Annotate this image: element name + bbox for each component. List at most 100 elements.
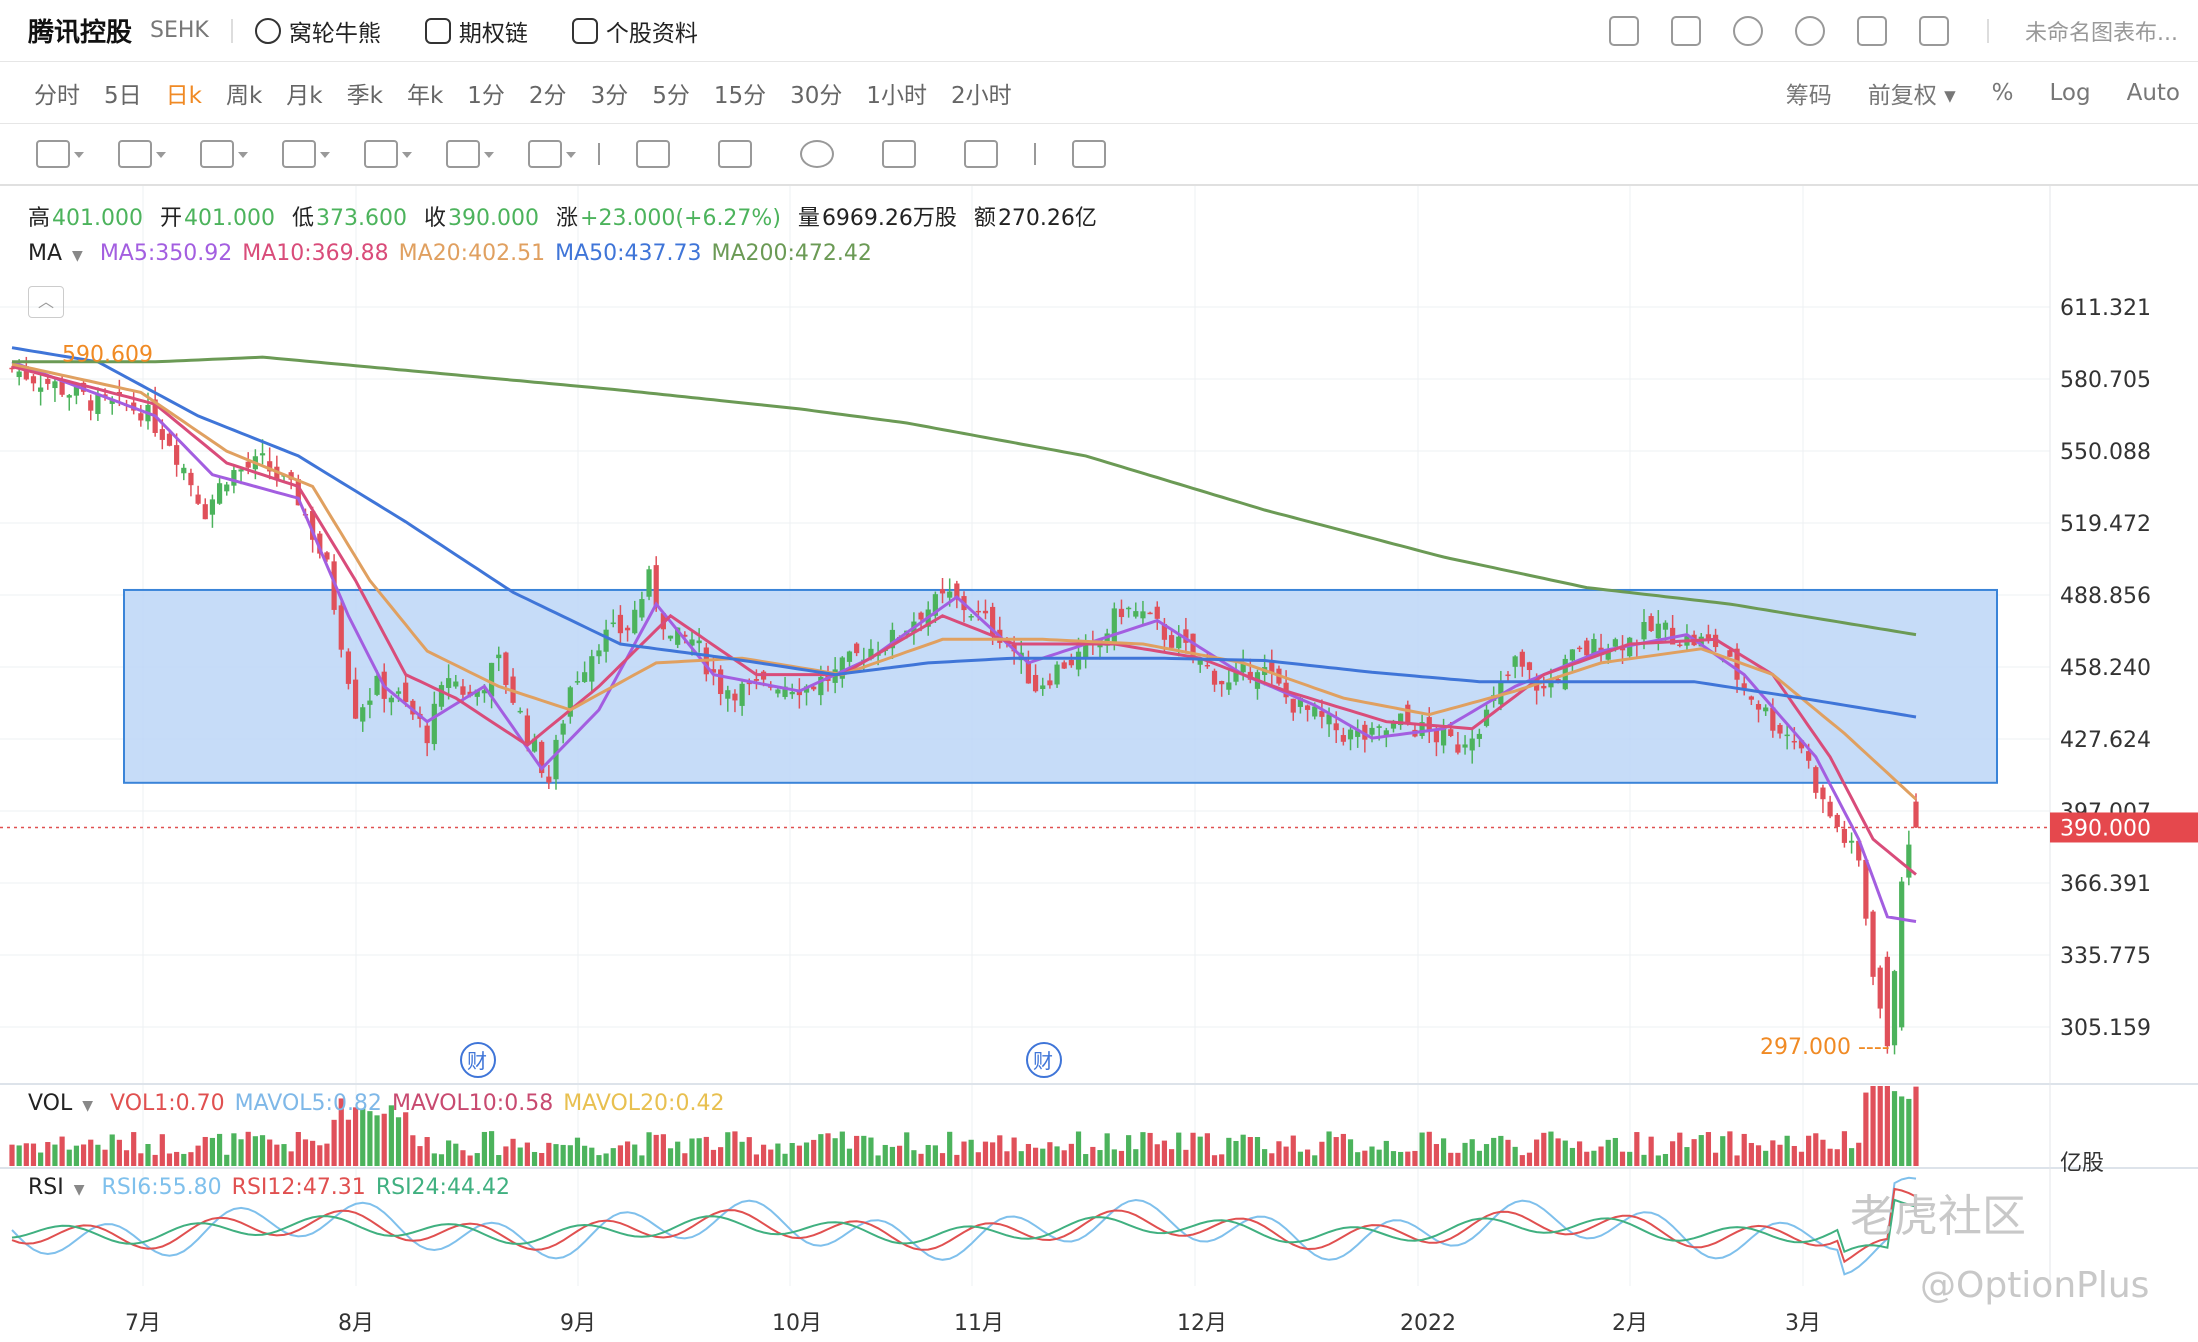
ma-legend-label[interactable]: MA	[28, 241, 63, 266]
trash-icon[interactable]	[1072, 140, 1106, 168]
volume-bar	[1118, 1150, 1125, 1166]
period-tab[interactable]: 月k	[286, 82, 323, 109]
volume-bar	[1820, 1139, 1826, 1166]
chevron-down-icon[interactable]: ▼	[73, 1182, 85, 1198]
volume-bar	[1283, 1146, 1289, 1166]
volume-bar	[1770, 1140, 1776, 1166]
period-tab[interactable]: 周k	[225, 82, 263, 109]
eye-icon[interactable]	[800, 140, 834, 168]
earnings-marker	[1026, 1042, 1062, 1078]
volume-bar	[789, 1142, 795, 1166]
legend-item: MA50:437.73	[555, 241, 702, 266]
candle-body	[789, 691, 795, 695]
text-tool-icon[interactable]	[528, 140, 576, 168]
volume-bar	[510, 1138, 516, 1166]
period-tab[interactable]: 5日	[104, 82, 142, 109]
log-button[interactable]: Log	[2049, 79, 2091, 106]
candle-body	[45, 378, 51, 384]
copy-icon[interactable]	[964, 140, 998, 168]
volume-bar	[1906, 1098, 1912, 1166]
chips-button[interactable]: 筹码	[1785, 82, 1832, 109]
fibonacci-icon[interactable]	[282, 140, 330, 168]
volume-bar	[1054, 1146, 1060, 1166]
period-tab[interactable]: 1分	[467, 82, 505, 109]
price-chart[interactable]: 611.321 580.705 550.088 519.472 488.856 458.2…	[0, 186, 2198, 1342]
chevron-down-icon[interactable]: ▼	[72, 248, 83, 264]
period-tab[interactable]: 30分	[790, 82, 843, 109]
vol-legend-label[interactable]: VOL	[28, 1091, 73, 1116]
period-tab[interactable]: 2分	[528, 82, 567, 109]
fullscreen-icon[interactable]	[1857, 15, 1888, 46]
volume-bar	[1834, 1149, 1840, 1166]
period-tab[interactable]: 5分	[652, 82, 690, 109]
volume-bar	[424, 1137, 430, 1166]
collapse-legend-button[interactable]: ︿	[28, 286, 64, 318]
magnet-icon[interactable]	[882, 140, 916, 168]
volume-bar	[460, 1150, 466, 1166]
period-tab[interactable]: 3分	[590, 82, 629, 109]
period-tab[interactable]: 季k	[346, 82, 383, 109]
candle-body	[1476, 733, 1482, 739]
chevron-down-icon[interactable]: ▼	[82, 1098, 94, 1114]
indicator-icon[interactable]	[1609, 15, 1640, 46]
period-tab[interactable]: 15分	[713, 82, 767, 109]
volume-bar	[603, 1153, 609, 1166]
candle-body	[138, 413, 144, 421]
volume-bar	[1104, 1133, 1110, 1166]
lock-icon[interactable]	[718, 140, 752, 168]
volume-bar	[660, 1134, 666, 1166]
percent-button[interactable]: %	[1991, 79, 2014, 106]
candle-body	[675, 627, 681, 645]
rsi-legend-label[interactable]: RSI	[28, 1175, 64, 1200]
undo-icon[interactable]	[1733, 15, 1764, 46]
volume-bar	[1018, 1151, 1024, 1166]
period-tab[interactable]: 日k	[165, 82, 202, 109]
volume-bar	[274, 1144, 280, 1166]
volume-bar	[710, 1149, 717, 1166]
pencil-icon[interactable]	[636, 140, 670, 168]
volume-bar	[1383, 1140, 1389, 1166]
candle-body	[188, 472, 194, 486]
trend-line-icon[interactable]	[36, 140, 84, 168]
volume-bar	[1891, 1091, 1898, 1166]
option-chain-link[interactable]: 期权链	[424, 14, 528, 48]
rectangle-icon[interactable]	[118, 140, 166, 168]
quote-legend: 高401.000 开401.000 低373.600 收390.000 涨+23…	[28, 206, 1097, 231]
volume-bar	[352, 1107, 359, 1166]
candle-body	[1526, 662, 1533, 671]
arrow-icon[interactable]	[364, 140, 412, 168]
volume-bar	[1619, 1151, 1626, 1166]
candle-body	[1075, 651, 1082, 670]
volume-bar	[1362, 1150, 1368, 1166]
period-tab[interactable]: 年k	[406, 82, 444, 109]
stock-profile-link[interactable]: 个股资料	[571, 14, 698, 48]
candle-body	[1319, 710, 1325, 717]
volume-bar	[1390, 1151, 1397, 1166]
auto-button[interactable]: Auto	[2126, 79, 2180, 106]
volume-bar	[1691, 1139, 1697, 1166]
grid-layout-icon[interactable]	[1919, 15, 1950, 46]
volume-bar	[1219, 1154, 1225, 1166]
x-tick-label: 3月	[1785, 1311, 1821, 1336]
volume-bar	[1763, 1150, 1769, 1166]
volume-bar	[1605, 1139, 1611, 1166]
volume-bar	[59, 1136, 65, 1166]
measure-icon[interactable]	[446, 140, 494, 168]
edit-icon[interactable]	[1671, 15, 1702, 46]
wave-pattern-icon[interactable]	[200, 140, 248, 168]
volume-bar	[202, 1136, 208, 1166]
divider	[1987, 18, 1990, 43]
volume-bar	[1405, 1151, 1411, 1166]
rsi-line	[11, 1176, 1917, 1276]
candle-body	[403, 682, 409, 703]
volume-bar	[145, 1144, 151, 1166]
period-tab[interactable]: 分时	[34, 82, 80, 109]
adjust-dropdown[interactable]: 前复权 ▾	[1867, 82, 1956, 109]
warrants-link[interactable]: 窝轮牛熊	[254, 14, 381, 48]
period-tab[interactable]: 1小时	[866, 82, 928, 109]
gear-icon[interactable]	[1795, 15, 1826, 46]
candle-body	[88, 400, 94, 411]
period-tab[interactable]: 2小时	[951, 82, 1012, 109]
layout-name-dropdown[interactable]: 未命名图表布...	[2025, 20, 2178, 46]
volume-bar	[875, 1155, 881, 1166]
